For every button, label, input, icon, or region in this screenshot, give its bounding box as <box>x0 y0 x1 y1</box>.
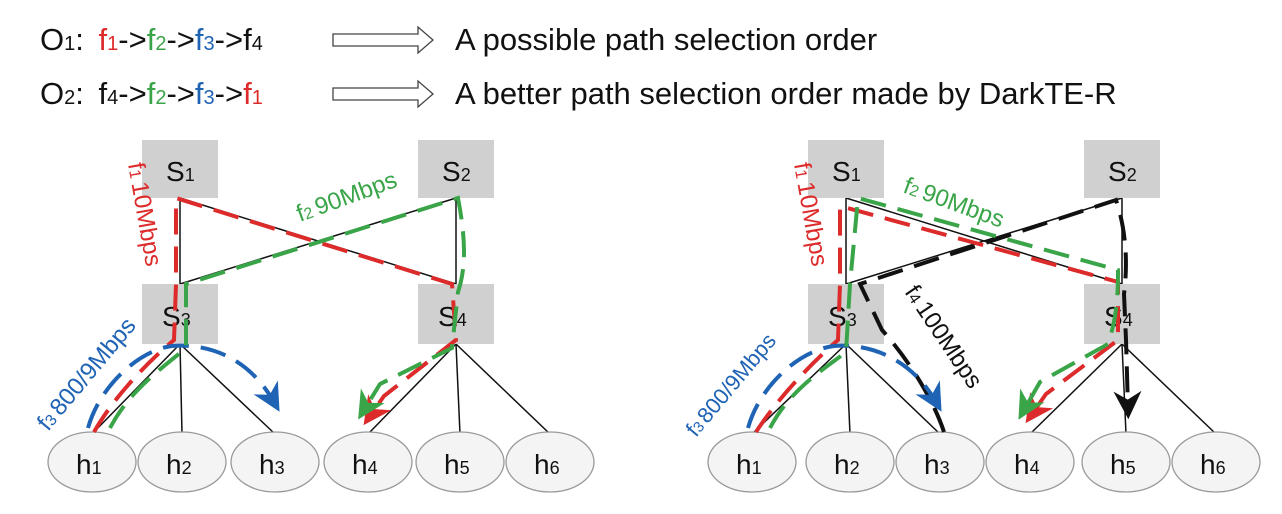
flow-f2-path <box>768 195 1121 429</box>
header-line-1: O1: f1->f2->f3->f4 A possible path selec… <box>40 22 877 57</box>
svg-text:S3: S3 <box>828 301 857 332</box>
host-h3: h3 <box>895 431 985 493</box>
svg-text:S2: S2 <box>442 156 471 187</box>
svg-text:h1: h1 <box>736 449 762 480</box>
svg-text:S2: S2 <box>1108 156 1137 187</box>
flow-f1-path <box>754 203 1120 434</box>
hollow-arrow-icon <box>332 25 434 55</box>
svg-text:S1: S1 <box>832 156 861 187</box>
host-h4: h4 <box>323 431 413 493</box>
header-line-2: O2: f4->f2->f3->f1 A better path selecti… <box>40 76 1117 111</box>
svg-text:h4: h4 <box>1014 449 1040 480</box>
order-label: O <box>40 22 64 57</box>
switch-s2: S2 <box>418 140 494 198</box>
switch-s1: S1 <box>808 140 884 198</box>
host-h3: h3 <box>230 431 320 493</box>
switch-s4: S4 <box>1084 284 1160 344</box>
order-1-description: A possible path selection order <box>455 22 877 57</box>
svg-text:h5: h5 <box>1110 449 1136 480</box>
svg-text:h5: h5 <box>444 449 470 480</box>
order-2-description: A better path selection order made by Da… <box>455 76 1117 111</box>
flow-f1-path <box>92 195 459 433</box>
host-h2: h2 <box>805 431 895 493</box>
host-h6: h6 <box>505 431 595 493</box>
hollow-arrow-icon <box>332 79 434 109</box>
switch-s3: S3 <box>808 284 884 344</box>
flow-f3-path <box>746 343 942 429</box>
flow-f2-path <box>108 195 466 429</box>
svg-text:h2: h2 <box>166 449 192 480</box>
host-h1: h1 <box>707 431 797 493</box>
host-h2: h2 <box>137 431 227 493</box>
flow-f2-label: f290Mbps <box>293 166 401 227</box>
host-h5: h5 <box>415 431 505 493</box>
svg-text:O2: f4->f2->f3->f1: O2: f4->f2->f3->f1 <box>40 76 263 111</box>
right-topology: S1 S2 S3 S4 h1 h2 h3 h4 h5 h6 f110Mbps f… <box>681 140 1261 493</box>
svg-text:h2: h2 <box>834 449 860 480</box>
flow-f4-label: f4100Mbps <box>899 280 988 393</box>
host-h1: h1 <box>47 431 137 493</box>
svg-text:h3: h3 <box>924 449 950 480</box>
order-sub: 1 <box>64 33 75 55</box>
svg-text:h6: h6 <box>1200 449 1226 480</box>
svg-text:h4: h4 <box>352 449 378 480</box>
flow-f3-label: f3800/9Mbps <box>681 328 781 441</box>
switch-s2: S2 <box>1084 140 1160 198</box>
switch-s1: S1 <box>142 140 218 198</box>
flow-f3-label: f3800/9Mbps <box>32 313 142 436</box>
flow-f3-path <box>86 343 280 429</box>
svg-text:S1: S1 <box>166 156 195 187</box>
host-h5: h5 <box>1081 431 1171 493</box>
host-h4: h4 <box>985 431 1075 493</box>
switch-s3: S3 <box>142 284 218 344</box>
host-h6: h6 <box>1171 431 1261 493</box>
svg-text:O1: f1->f2->f3->f4: O1: f1->f2->f3->f4 <box>40 22 263 57</box>
svg-text:h3: h3 <box>259 449 285 480</box>
svg-text:h1: h1 <box>76 449 102 480</box>
left-topology: S1 S2 S3 S4 h1 h2 h3 h4 h5 h6 f110Mbps f… <box>32 140 595 493</box>
svg-text:h6: h6 <box>534 449 560 480</box>
